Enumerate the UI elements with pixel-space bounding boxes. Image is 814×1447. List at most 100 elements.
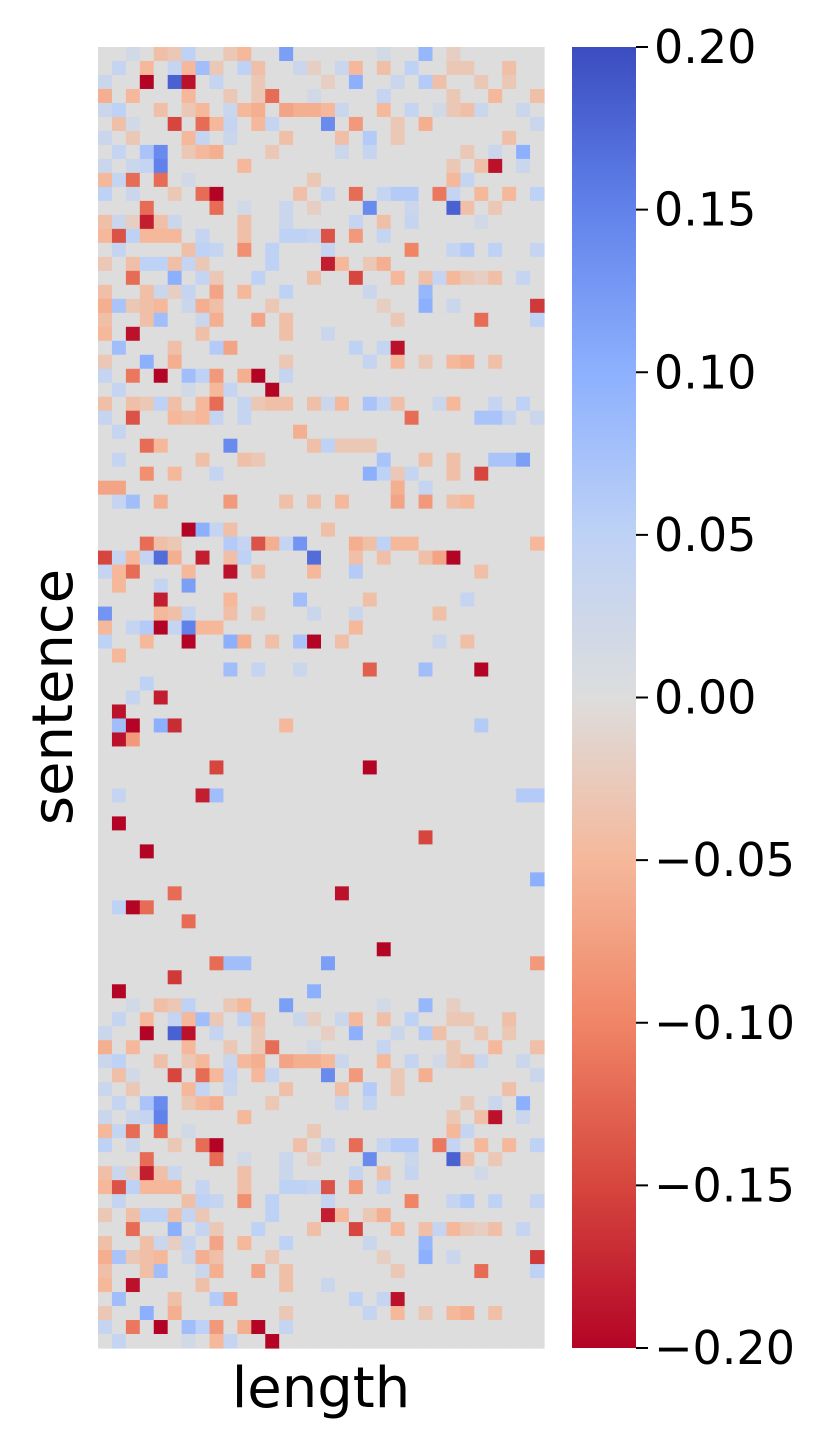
heatmap-cell — [237, 438, 252, 454]
heatmap-cell — [98, 676, 113, 692]
heatmap-cell — [293, 1264, 308, 1279]
heatmap-cell — [418, 130, 434, 146]
heatmap-cell — [474, 186, 489, 202]
heatmap-cell — [307, 648, 322, 664]
heatmap-cell — [265, 466, 280, 482]
heatmap-cell — [209, 550, 225, 566]
heatmap-cell — [279, 1124, 294, 1139]
heatmap-cell — [279, 578, 294, 594]
heatmap-cell — [404, 928, 420, 943]
heatmap-cell — [98, 410, 113, 426]
heatmap-cell — [516, 984, 531, 999]
heatmap-cell — [209, 774, 225, 790]
heatmap-cell — [530, 1166, 545, 1181]
heatmap-cell — [139, 872, 155, 887]
heatmap-cell — [293, 144, 308, 160]
heatmap-cell — [307, 774, 322, 790]
heatmap-cell — [209, 802, 225, 818]
heatmap-cell — [516, 1180, 531, 1195]
heatmap-cell — [321, 1320, 336, 1335]
heatmap-cell — [195, 718, 211, 734]
heatmap-cell — [237, 984, 252, 999]
heatmap-cell — [474, 1334, 489, 1349]
heatmap-cell — [488, 340, 503, 356]
heatmap-cell — [390, 1250, 406, 1265]
heatmap-cell — [488, 256, 503, 272]
heatmap-cell — [474, 830, 489, 845]
heatmap-cell — [321, 886, 336, 901]
heatmap-cell — [237, 508, 252, 524]
heatmap-cell — [139, 74, 155, 90]
heatmap-cell — [279, 872, 294, 887]
heatmap-cell — [223, 1292, 238, 1307]
heatmap-cell — [418, 480, 434, 496]
heatmap-cell — [98, 1320, 113, 1335]
heatmap-cell — [167, 1180, 183, 1195]
heatmap-cell — [321, 186, 336, 202]
heatmap-cell — [181, 116, 197, 132]
heatmap-cell — [209, 1110, 225, 1125]
heatmap-cell — [181, 368, 197, 384]
heatmap-cell — [502, 214, 517, 230]
heatmap-cell — [516, 312, 531, 328]
heatmap-cell — [362, 1068, 378, 1083]
heatmap-cell — [153, 676, 169, 692]
heatmap-cell — [125, 1152, 141, 1167]
heatmap-cell — [251, 774, 266, 790]
heatmap-cell — [237, 1250, 252, 1265]
heatmap-cell — [279, 844, 294, 859]
heatmap-cell — [251, 1278, 266, 1293]
heatmap-cell — [153, 830, 169, 845]
heatmap-cell — [516, 410, 531, 426]
heatmap-cell — [488, 1334, 503, 1349]
heatmap-cell — [516, 158, 531, 174]
heatmap-cell — [404, 1082, 420, 1097]
heatmap-cell — [181, 634, 197, 650]
heatmap-cell — [307, 1278, 322, 1293]
heatmap-cell — [446, 1096, 461, 1111]
heatmap-cell — [474, 88, 489, 104]
heatmap-cell — [460, 774, 475, 790]
heatmap-cell — [488, 830, 503, 845]
heatmap-cell — [474, 1306, 489, 1321]
heatmap-cell — [334, 144, 350, 160]
heatmap-cell — [362, 144, 378, 160]
heatmap-cell — [307, 816, 322, 831]
heatmap-cell — [502, 564, 517, 580]
heatmap-cell — [334, 1082, 350, 1097]
heatmap-cell — [432, 564, 448, 580]
heatmap-cell — [334, 368, 350, 384]
heatmap-cell — [251, 1222, 266, 1237]
heatmap-cell — [223, 774, 238, 790]
heatmap-cell — [98, 508, 113, 524]
heatmap-cell — [167, 424, 183, 440]
heatmap-cell — [348, 326, 364, 342]
heatmap-cell — [474, 480, 489, 496]
heatmap-cell — [530, 620, 545, 636]
heatmap-cell — [348, 144, 364, 160]
heatmap-cell — [111, 1040, 127, 1055]
heatmap-cell — [516, 788, 531, 804]
heatmap-cell — [209, 760, 225, 776]
heatmap-cell — [167, 382, 183, 398]
heatmap-cell — [418, 1194, 434, 1209]
heatmap-cell — [98, 816, 113, 831]
heatmap-cell — [404, 760, 420, 776]
heatmap-cell — [488, 774, 503, 790]
heatmap-cell — [279, 284, 294, 300]
heatmap-cell — [237, 1180, 252, 1195]
heatmap-cell — [334, 200, 350, 216]
heatmap-cell — [418, 1334, 434, 1349]
heatmap-cell — [237, 928, 252, 943]
heatmap-cell — [195, 340, 211, 356]
heatmap-cell — [404, 1208, 420, 1223]
heatmap-cell — [334, 1166, 350, 1181]
heatmap-cell — [111, 214, 127, 230]
heatmap-cell — [404, 788, 420, 804]
heatmap-cell — [181, 1012, 197, 1027]
heatmap-cell — [474, 410, 489, 426]
heatmap-cell — [153, 158, 169, 174]
heatmap-cell — [460, 102, 475, 118]
heatmap-cell — [418, 872, 434, 887]
heatmap-cell — [237, 1026, 252, 1041]
